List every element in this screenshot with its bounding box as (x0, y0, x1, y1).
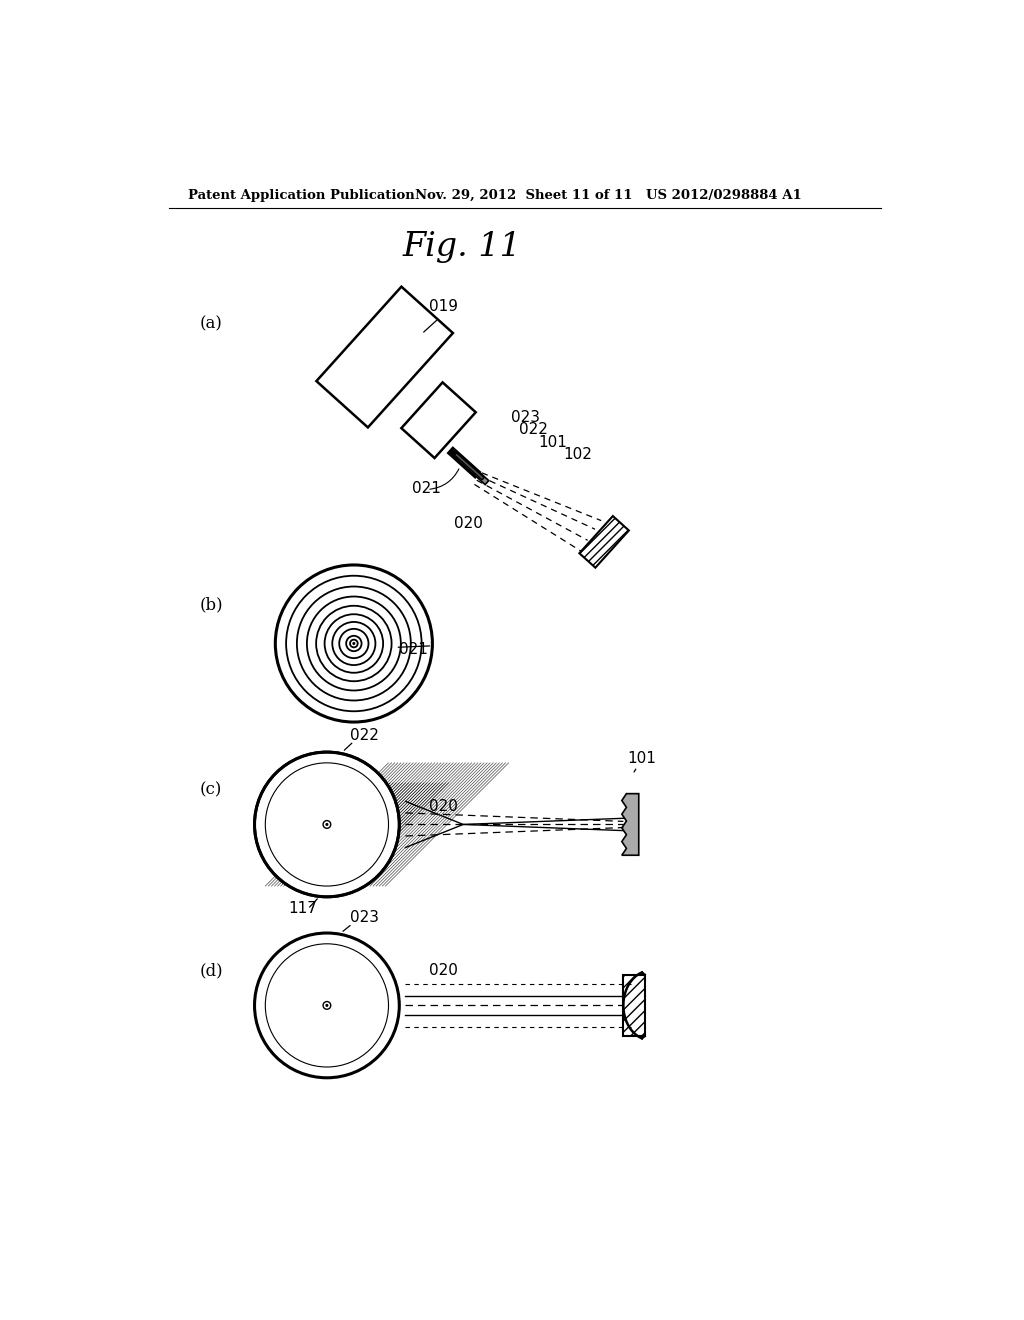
Circle shape (286, 783, 369, 866)
Circle shape (323, 1002, 331, 1010)
Text: (c): (c) (200, 781, 222, 799)
Circle shape (255, 752, 399, 896)
Circle shape (310, 808, 343, 841)
Circle shape (317, 997, 336, 1015)
Text: 101: 101 (539, 436, 567, 450)
Polygon shape (580, 516, 629, 568)
Text: 023: 023 (511, 409, 540, 425)
Text: Nov. 29, 2012  Sheet 11 of 11: Nov. 29, 2012 Sheet 11 of 11 (416, 189, 633, 202)
Circle shape (295, 973, 359, 1038)
Text: 019: 019 (429, 298, 459, 314)
Text: (d): (d) (200, 962, 223, 979)
Text: 020: 020 (429, 962, 458, 978)
Text: Fig. 11: Fig. 11 (402, 231, 521, 263)
Text: 020: 020 (429, 799, 458, 813)
Text: (a): (a) (200, 315, 223, 333)
Circle shape (286, 783, 369, 866)
Polygon shape (455, 453, 484, 480)
Circle shape (275, 774, 379, 876)
Circle shape (323, 821, 331, 829)
Text: US 2012/0298884 A1: US 2012/0298884 A1 (646, 189, 802, 202)
Text: (b): (b) (200, 597, 223, 614)
Circle shape (317, 816, 336, 834)
Circle shape (303, 800, 351, 849)
Circle shape (255, 752, 399, 896)
Circle shape (265, 763, 388, 886)
Polygon shape (447, 447, 480, 478)
Circle shape (326, 1003, 329, 1007)
Circle shape (265, 763, 388, 886)
Circle shape (310, 808, 343, 841)
Polygon shape (624, 974, 645, 1036)
Circle shape (295, 792, 359, 857)
Circle shape (286, 964, 369, 1047)
Circle shape (317, 816, 336, 834)
Circle shape (303, 982, 351, 1030)
Circle shape (303, 800, 351, 849)
Polygon shape (622, 793, 639, 855)
Text: 022: 022 (518, 422, 548, 437)
Text: 101: 101 (628, 751, 656, 766)
Polygon shape (458, 455, 488, 484)
Circle shape (275, 954, 379, 1057)
Circle shape (310, 989, 343, 1022)
Circle shape (275, 774, 379, 876)
Circle shape (295, 792, 359, 857)
Text: 022: 022 (350, 727, 379, 743)
Text: Patent Application Publication: Patent Application Publication (188, 189, 415, 202)
Text: 020: 020 (454, 516, 483, 531)
Circle shape (326, 822, 329, 826)
Text: 023: 023 (350, 911, 379, 925)
Circle shape (265, 944, 388, 1067)
Text: 117: 117 (289, 902, 317, 916)
Circle shape (255, 933, 399, 1077)
Text: 102: 102 (563, 446, 592, 462)
Text: 021: 021 (412, 482, 440, 496)
Circle shape (352, 642, 355, 645)
Text: 021: 021 (398, 642, 427, 657)
